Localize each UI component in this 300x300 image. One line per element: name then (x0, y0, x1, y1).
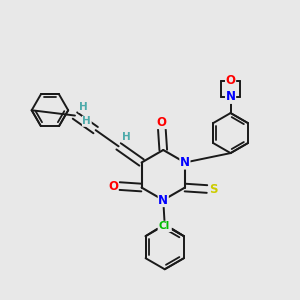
Text: O: O (108, 180, 118, 193)
Text: H: H (79, 102, 88, 112)
Text: S: S (209, 182, 218, 196)
Text: Cl: Cl (158, 221, 169, 231)
Text: H: H (82, 116, 91, 126)
Text: H: H (122, 132, 130, 142)
Text: N: N (226, 90, 236, 104)
Text: N: N (158, 194, 168, 207)
Text: O: O (226, 74, 236, 87)
Text: N: N (180, 156, 190, 169)
Text: Cl: Cl (160, 221, 171, 231)
Text: O: O (157, 116, 167, 128)
